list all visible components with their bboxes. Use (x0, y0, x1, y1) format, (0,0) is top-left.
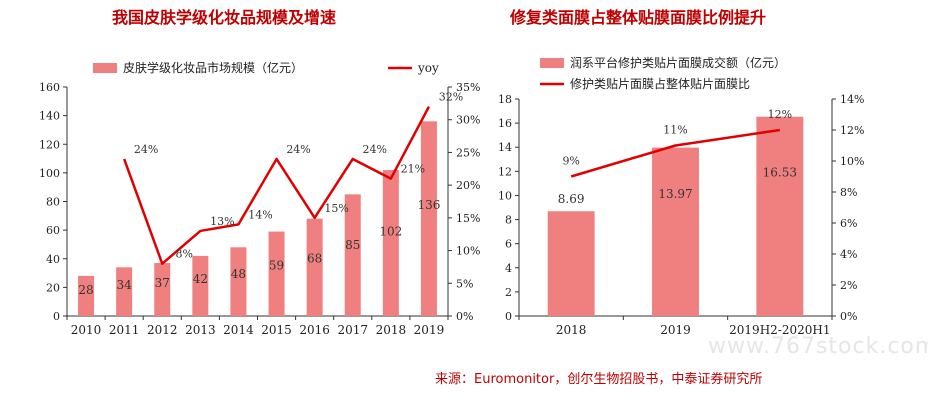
right-chart-y-left-tick-label: 6 (505, 238, 512, 251)
left-chart-y-left-tick-label: 100 (39, 167, 60, 180)
left-chart-line-series (122, 106, 431, 265)
left-chart-y-left-tick-label: 80 (46, 196, 60, 209)
left-chart-bar-value-label: 136 (417, 198, 440, 212)
right-chart-title: 修复类面膜占整体贴膜面膜比例提升 (510, 8, 767, 27)
right-chart-y-right-tick-label: 14% (840, 93, 864, 106)
left-chart-y-right-tick-label: 15% (456, 212, 480, 225)
left-chart-bar (78, 275, 95, 316)
left-chart-y-left-tick-label: 140 (39, 110, 60, 123)
left-chart-bar (344, 194, 361, 316)
left-chart-legend-line-label: yoy (417, 61, 439, 75)
left-chart-x-tick-label: 2012 (147, 323, 178, 337)
left-chart-bar-value-label: 59 (269, 259, 284, 273)
left-chart-bar-value-label: 102 (379, 225, 402, 239)
left-chart-y-left-tick-label: 40 (46, 253, 60, 266)
left-chart-y-left-tick-label: 160 (39, 81, 60, 94)
right-chart-y-left-tick-label: 8 (505, 214, 512, 227)
right-chart-bar-value-label: 13.97 (658, 187, 692, 201)
right-chart-y-right-tick-label: 8% (840, 186, 857, 199)
right-chart-legend-bar-label: 润系平台修护类贴片面膜成交额（亿元） (570, 55, 786, 70)
right-chart-x-tick-label: 2019 (660, 323, 691, 337)
left-chart-bar (306, 218, 323, 316)
left-chart-bar (420, 121, 437, 316)
left-chart-y-left-tick-label: 120 (39, 138, 60, 151)
right-chart-y-left-tick-label: 2 (505, 286, 512, 299)
left-chart-x-tick-label: 2014 (223, 323, 254, 337)
left-chart-line-value-label: 13% (210, 215, 234, 228)
left-chart-bar (230, 247, 247, 316)
left-chart-bar (116, 267, 133, 316)
left-chart-y-left-tick-label: 60 (46, 224, 60, 237)
right-chart-line-value-label: 11% (663, 124, 687, 137)
left-chart-title: 我国皮肤学级化妆品规模及增速 (112, 8, 337, 27)
left-chart-line-value-label: 24% (363, 143, 387, 156)
right-chart-y-right-tick-label: 10% (840, 155, 864, 168)
left-chart-line-value-label: 14% (248, 208, 272, 221)
left-chart-x-tick-label: 2017 (337, 323, 368, 337)
left-chart-line-value-label: 8% (176, 248, 193, 261)
right-chart-legend-line-label: 修护类贴片面膜占整体贴片面膜比 (570, 76, 750, 91)
right-chart-bar (547, 211, 595, 316)
left-chart-bar-value-label: 48 (231, 267, 246, 281)
right-chart-y-left-tick-label: 4 (505, 262, 512, 275)
right-chart-x-tick-label: 2018 (556, 323, 587, 337)
right-chart-line-series (570, 128, 781, 178)
left-chart-y-left-tick-label: 0 (53, 310, 60, 323)
right-chart-y-left-tick-label: 10 (498, 189, 512, 202)
right-chart-line-value-label: 9% (562, 155, 579, 168)
right-chart-y-right-tick-label: 4% (840, 248, 857, 261)
left-chart-bar-value-label: 68 (307, 251, 322, 265)
right-chart-legend-bar-swatch (540, 58, 564, 68)
left-chart-bar (192, 255, 209, 316)
left-chart-y-right-tick-label: 0% (456, 310, 473, 323)
right-chart-y-left-tick-label: 0 (505, 310, 512, 323)
left-chart-bar-value-label: 37 (155, 276, 170, 290)
right-chart-y-right-tick-label: 6% (840, 217, 857, 230)
left-chart-y-right-tick-label: 35% (456, 81, 480, 94)
right-chart-bar (756, 116, 804, 316)
right-chart-y-left-tick-label: 14 (498, 141, 512, 154)
left-chart-y-left-tick-label: 20 (46, 281, 60, 294)
left-chart-y-right-tick-label: 5% (456, 277, 473, 290)
left-chart-x-tick-label: 2013 (185, 323, 216, 337)
left-chart-x-tick-label: 2019 (414, 323, 445, 337)
left-chart-line-value-label: 15% (324, 202, 348, 215)
left-chart-x-tick-label: 2010 (71, 323, 102, 337)
left-chart-x-tick-label: 2016 (299, 323, 330, 337)
right-chart-y-left-tick-label: 16 (498, 117, 512, 130)
right-chart-y-left-tick-label: 12 (498, 165, 512, 178)
left-chart-y-right-tick-label: 20% (456, 179, 480, 192)
left-chart-bar (154, 263, 171, 316)
right-chart-y-left-tick-label: 18 (498, 93, 512, 106)
left-chart-bar-value-label: 28 (78, 283, 93, 297)
right-chart-bar (652, 147, 699, 316)
left-chart-legend-bar-swatch (93, 63, 117, 73)
left-chart-x-tick-label: 2015 (261, 323, 292, 337)
left-chart-line-value-label: 21% (401, 163, 425, 176)
right-chart-y-right-tick-label: 12% (840, 124, 864, 137)
right-chart-bar-value-label: 8.69 (558, 192, 585, 206)
left-chart-line-value-label: 24% (134, 143, 158, 156)
left-chart-y-right-tick-label: 30% (456, 114, 480, 127)
right-chart-x-tick-label: 2019H2-2020H1 (729, 323, 830, 337)
left-chart-y-right-tick-label: 25% (456, 146, 480, 159)
right-chart-y-right-tick-label: 0% (840, 310, 857, 323)
left-chart-bar (268, 231, 285, 316)
left-chart-x-tick-label: 2018 (376, 323, 407, 337)
left-chart-bar-value-label: 34 (117, 278, 133, 292)
left-chart-bar-value-label: 85 (345, 238, 360, 252)
right-chart-line-value-label: 12% (768, 108, 792, 121)
right-chart-y-right-tick-label: 2% (840, 279, 857, 292)
left-chart-line-value-label: 32% (439, 91, 463, 104)
left-chart-bar-value-label: 42 (193, 272, 208, 286)
left-chart-y-right-tick-label: 10% (456, 245, 480, 258)
left-chart-x-tick-label: 2011 (109, 323, 140, 337)
left-chart-line-value-label: 24% (286, 143, 310, 156)
watermark: www.767stock.com (708, 334, 928, 359)
left-chart-legend-bar-label: 皮肤学级化妆品市场规模（亿元） (123, 60, 303, 75)
source-note: 来源：Euromonitor，创尔生物招股书，中泰证券研究所 (435, 372, 763, 387)
left-chart-bar (382, 170, 399, 316)
right-chart-bar-value-label: 16.53 (763, 166, 797, 180)
